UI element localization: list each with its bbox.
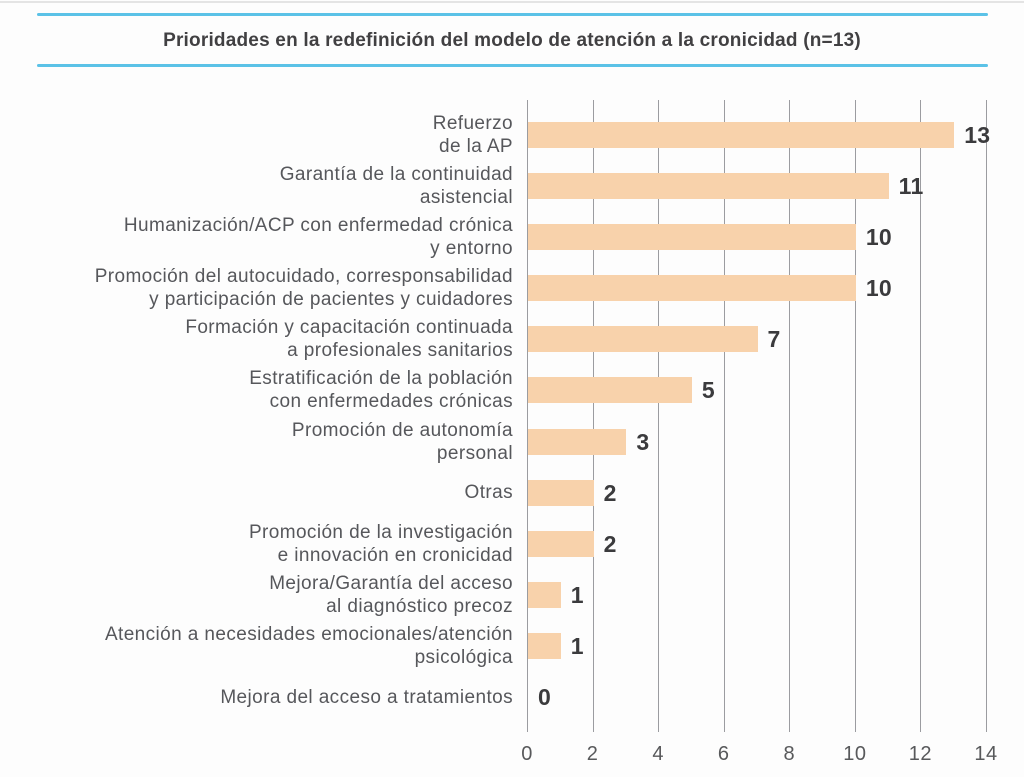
x-tick-label: 14 bbox=[974, 743, 998, 765]
category-label-line: y participación de pacientes y cuidadore… bbox=[149, 289, 513, 311]
category-label: Formación y capacitación continuada a pro… bbox=[0, 316, 513, 362]
x-tick-label: 6 bbox=[717, 743, 730, 765]
value-label: 7 bbox=[767, 326, 781, 353]
gridline bbox=[527, 100, 528, 732]
category-label: Atención a necesidades emocionales/atenc… bbox=[0, 623, 513, 669]
value-label: 10 bbox=[865, 223, 893, 250]
category-label-line: con enfermedades crónicas bbox=[269, 391, 513, 413]
gridline bbox=[854, 100, 856, 732]
category-label-line: Promoción del autocuidado, corresponsabi… bbox=[94, 266, 513, 288]
bar bbox=[528, 428, 627, 455]
category-label: Otras bbox=[0, 481, 513, 504]
bar bbox=[528, 121, 955, 148]
x-tick-label: 2 bbox=[586, 743, 599, 765]
category-label: Estratificación de la población con enfer… bbox=[0, 367, 513, 413]
value-label: 11 bbox=[898, 172, 924, 199]
value-label: 5 bbox=[701, 377, 716, 404]
category-label-line: personal bbox=[436, 442, 513, 464]
title-rule-top bbox=[37, 13, 988, 16]
category-label-line: e innovación en cronicidad bbox=[277, 544, 513, 566]
chart-title: Prioridades en la redefinición del model… bbox=[163, 30, 861, 51]
category-label: Humanización/ACP con enfermedad crónica y… bbox=[0, 214, 513, 260]
gridline bbox=[920, 100, 922, 732]
category-label-line: psicológica bbox=[414, 647, 513, 669]
value-label: 1 bbox=[570, 633, 584, 660]
category-label-line: Estratificación de la población bbox=[249, 368, 513, 390]
category-label-line: Garantía de la continuidad bbox=[279, 163, 513, 185]
category-label: Promoción de la investigación e innovació… bbox=[0, 521, 513, 567]
bar bbox=[528, 479, 594, 506]
bar bbox=[528, 377, 692, 404]
value-label: 3 bbox=[636, 428, 650, 455]
top-border-line bbox=[0, 1, 1024, 3]
x-tick-label: 10 bbox=[843, 743, 867, 765]
category-label-line: Humanización/ACP con enfermedad crónica bbox=[123, 214, 513, 236]
category-label: Mejora/Garantía del acceso al diagnóstico… bbox=[0, 572, 513, 618]
category-label-line: a profesionales sanitarios bbox=[287, 340, 513, 362]
category-label: Refuerzo de la AP bbox=[0, 112, 513, 158]
value-label: 1 bbox=[570, 582, 584, 609]
category-label-line: Promoción de autonomía bbox=[291, 419, 513, 441]
bar bbox=[528, 530, 594, 557]
x-tick-label: 0 bbox=[521, 743, 533, 765]
bar bbox=[528, 172, 889, 199]
bar bbox=[528, 582, 561, 609]
x-tick-label: 4 bbox=[652, 743, 664, 765]
category-label-line: Otras bbox=[464, 482, 513, 504]
bar bbox=[528, 275, 856, 302]
category-label-line: Mejora/Garantía del acceso bbox=[269, 573, 513, 595]
category-label-line: y entorno bbox=[430, 237, 513, 259]
gridline bbox=[592, 100, 594, 732]
gridline bbox=[723, 100, 725, 732]
category-label-line: Refuerzo bbox=[432, 112, 513, 134]
value-label: 13 bbox=[964, 121, 991, 148]
category-label-line: al diagnóstico precoz bbox=[326, 596, 513, 618]
x-tick-label: 12 bbox=[908, 743, 933, 765]
category-label: Promoción de autonomía personal bbox=[0, 419, 513, 465]
gridline bbox=[986, 100, 987, 732]
gridline bbox=[658, 100, 660, 732]
category-label: Promoción del autocuidado, corresponsabi… bbox=[0, 265, 513, 311]
bar bbox=[528, 326, 758, 353]
category-label: Garantía de la continuidad asistencial bbox=[0, 163, 513, 209]
x-tick-label: 8 bbox=[783, 743, 796, 765]
category-label-line: Promoción de la investigación bbox=[248, 521, 513, 543]
category-label-line: Mejora del acceso a tratamientos bbox=[220, 686, 513, 708]
category-label-line: Atención a necesidades emocionales/atenc… bbox=[104, 624, 513, 646]
category-label: Mejora del acceso a tratamientos bbox=[0, 686, 513, 709]
value-label: 2 bbox=[603, 530, 617, 557]
category-label-line: asistencial bbox=[419, 186, 513, 208]
category-label-line: Formación y capacitación continuada bbox=[185, 317, 513, 339]
value-label: 0 bbox=[538, 684, 552, 711]
bar bbox=[528, 633, 561, 660]
title-rule-bottom bbox=[37, 64, 988, 67]
value-label: 2 bbox=[603, 479, 617, 506]
value-label: 10 bbox=[865, 275, 893, 302]
bar bbox=[528, 223, 856, 250]
category-label-line: de la AP bbox=[439, 135, 513, 157]
gridline bbox=[789, 100, 791, 732]
